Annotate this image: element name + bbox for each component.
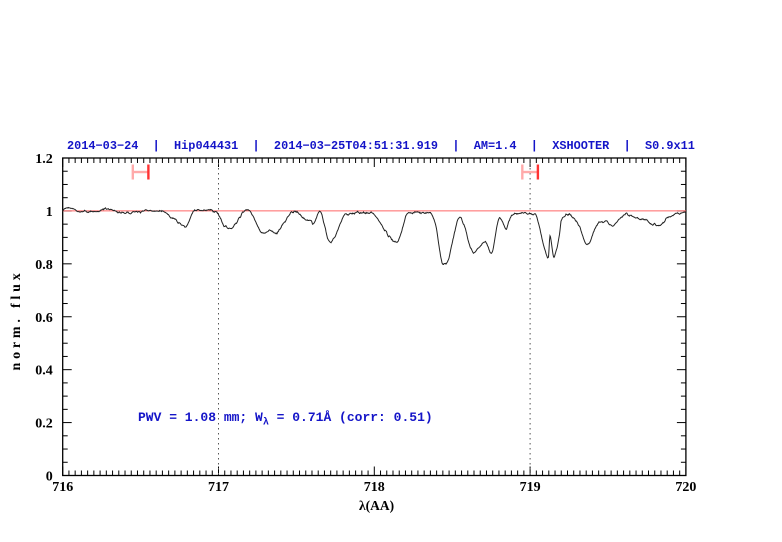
svg-text:0: 0 xyxy=(46,470,53,485)
svg-text:0.8: 0.8 xyxy=(35,258,53,273)
svg-text:719: 719 xyxy=(520,480,541,495)
svg-text:716: 716 xyxy=(52,480,73,495)
svg-text:0.2: 0.2 xyxy=(35,417,53,432)
svg-text:0.4: 0.4 xyxy=(35,364,53,379)
svg-text:718: 718 xyxy=(364,480,385,495)
svg-text:717: 717 xyxy=(208,480,229,495)
svg-text:720: 720 xyxy=(675,480,696,495)
svg-text:1: 1 xyxy=(46,205,53,220)
svg-text:0.6: 0.6 xyxy=(35,311,53,326)
svg-text:1.2: 1.2 xyxy=(35,152,53,167)
